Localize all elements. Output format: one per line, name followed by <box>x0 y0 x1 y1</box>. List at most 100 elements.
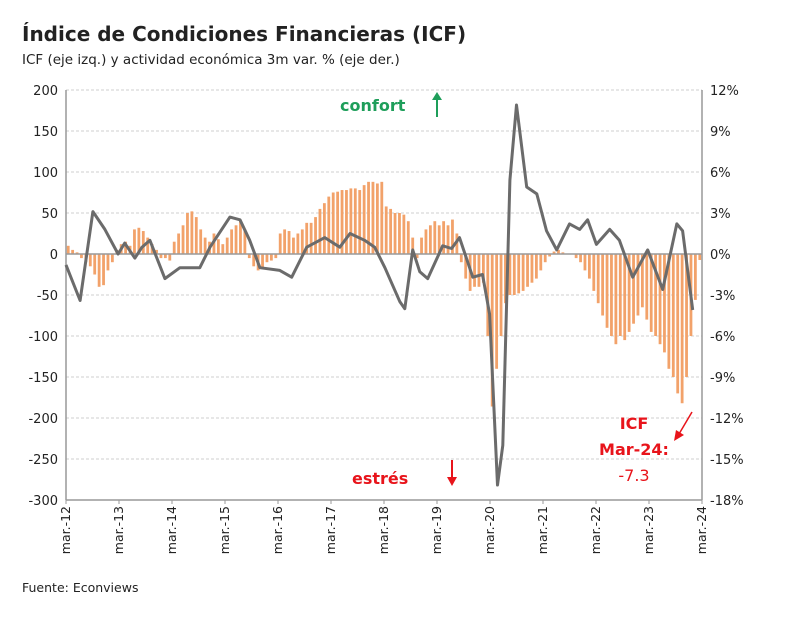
icf-bar <box>75 252 79 254</box>
y-right-tick-label: -3% <box>710 289 735 304</box>
icf-bar <box>133 229 136 254</box>
icf-bar <box>230 229 234 254</box>
icf-bar <box>243 229 247 254</box>
x-tick-label: mar.-18 <box>376 506 391 554</box>
y-right-tick-label: -15% <box>710 453 744 468</box>
icf-bar <box>530 254 534 283</box>
activity-line <box>64 103 695 487</box>
icf-bar <box>685 254 688 377</box>
icf-bar <box>579 254 582 263</box>
icf-bar <box>300 229 304 254</box>
arrow-up-icon <box>432 92 442 100</box>
y-left-tick-label: 50 <box>41 207 58 222</box>
icf-bar <box>534 254 538 279</box>
icf-bar <box>287 231 291 254</box>
icf-bar <box>561 252 565 254</box>
icf-bar <box>252 254 256 267</box>
icf-bar <box>698 254 702 260</box>
icf-bar <box>137 227 141 254</box>
icf-bar <box>486 254 490 336</box>
icf-bar <box>517 254 521 294</box>
y-left-tick-label: 100 <box>33 166 58 181</box>
icf-bar <box>632 254 635 324</box>
icf-bar <box>349 188 353 254</box>
icf-bar <box>93 254 97 275</box>
icf-bar <box>415 254 419 259</box>
icf-bar <box>318 208 322 254</box>
x-tick-label: mar.-24 <box>694 506 709 554</box>
icf-bar <box>596 254 600 304</box>
icf-bar <box>504 254 507 304</box>
icf-bar <box>177 233 181 254</box>
arrow-down-icon <box>447 477 457 486</box>
icf-bar <box>601 254 605 316</box>
y-right-tick-label: 0% <box>710 248 731 263</box>
icf-bar <box>508 254 512 295</box>
icf-bar <box>124 241 128 254</box>
icf-bar <box>654 254 658 336</box>
icf-bar <box>97 254 101 287</box>
icf-bar <box>265 254 269 263</box>
icf-bar <box>543 254 547 263</box>
icf-bar <box>362 185 366 254</box>
icf-bar <box>512 254 516 295</box>
icf-bar <box>163 254 167 259</box>
icf-bar <box>592 254 596 291</box>
y-right-tick-label: -18% <box>710 494 744 509</box>
arrow-diagonal-icon <box>678 411 693 435</box>
icf-bar <box>495 254 499 369</box>
chart-title: Índice de Condiciones Financieras (ICF) <box>22 22 467 46</box>
icf-bar <box>526 254 529 287</box>
icf-bar <box>398 213 401 254</box>
y-left-tick-label: -50 <box>37 289 58 304</box>
icf-bar <box>172 241 176 254</box>
icf-annotation-value: -7.3 <box>618 466 649 485</box>
y-right-tick-label: 3% <box>710 207 731 222</box>
icf-bar <box>636 254 640 316</box>
icf-bar <box>490 254 494 407</box>
icf-bar <box>610 254 613 336</box>
x-tick-label: mar.-21 <box>535 506 550 554</box>
icf-bar <box>278 233 282 254</box>
icf-bar <box>389 208 393 254</box>
x-tick-label: mar.-15 <box>217 506 232 554</box>
y-left-tick-label: -100 <box>28 330 58 345</box>
icf-bar <box>181 225 185 254</box>
icf-bar <box>80 254 83 259</box>
y-right-tick-label: -6% <box>710 330 735 345</box>
y-left-tick-label: -200 <box>28 412 58 427</box>
icf-bar <box>499 254 503 336</box>
icf-bar <box>539 254 543 271</box>
icf-bar <box>358 190 362 254</box>
icf-bar <box>261 254 264 269</box>
icf-bar <box>367 181 370 254</box>
icf-bar <box>190 211 194 254</box>
icf-bar <box>353 188 357 254</box>
icf-bar <box>574 254 578 259</box>
icf-bar <box>481 254 485 283</box>
y-left-tick-label: -150 <box>28 371 58 386</box>
icf-bar <box>199 229 203 254</box>
icf-bar <box>292 237 295 254</box>
icf-bar <box>66 245 70 254</box>
icf-bar <box>446 225 450 254</box>
icf-bar <box>216 239 220 254</box>
icf-bar <box>623 254 627 341</box>
y-left-tick-label: 200 <box>33 84 58 99</box>
icf-bar <box>203 237 207 254</box>
y-right-tick-label: -12% <box>710 412 744 427</box>
icf-bar <box>557 249 560 254</box>
icf-bar <box>473 254 476 287</box>
icf-bar <box>221 244 225 254</box>
icf-bar <box>283 229 287 254</box>
x-tick-label: mar.-13 <box>111 506 126 554</box>
icf-bar <box>667 254 671 369</box>
icf-bar <box>309 222 313 254</box>
icf-bar <box>618 254 622 336</box>
icf-bar <box>314 217 317 254</box>
arrow-diagonal-icon <box>674 430 684 441</box>
icf-bar <box>583 254 587 271</box>
icf-bar <box>424 229 428 254</box>
icf-bar <box>186 213 189 254</box>
